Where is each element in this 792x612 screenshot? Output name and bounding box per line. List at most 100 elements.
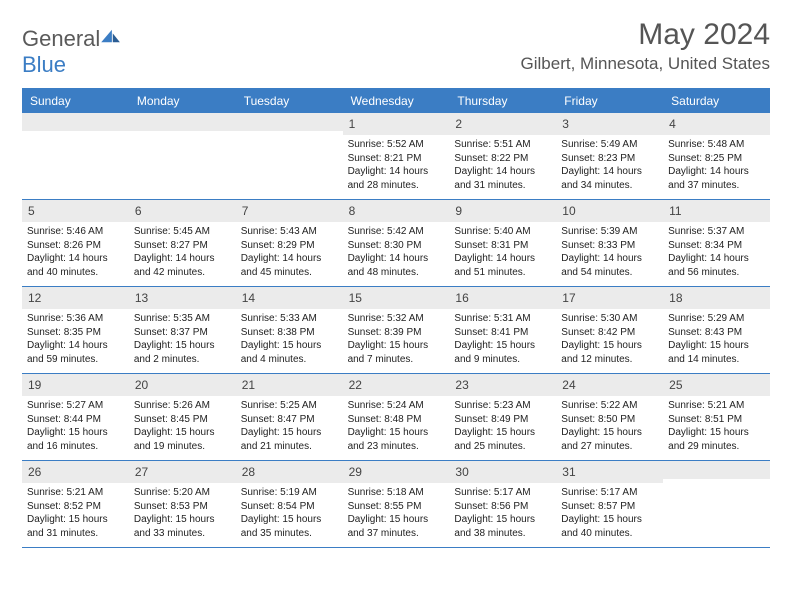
daynum-row: 6 xyxy=(129,200,236,222)
day-number: 23 xyxy=(455,378,468,392)
day-number: 21 xyxy=(242,378,255,392)
calendar-cell: 7Sunrise: 5:43 AMSunset: 8:29 PMDaylight… xyxy=(236,200,343,286)
day-number: 10 xyxy=(562,204,575,218)
day-number: 15 xyxy=(349,291,362,305)
cell-details: Sunrise: 5:30 AMSunset: 8:42 PMDaylight:… xyxy=(561,312,658,366)
daynum-row: 8 xyxy=(343,200,450,222)
daynum-row: 23 xyxy=(449,374,556,396)
calendar-cell: 5 Sunrise: 5:46 AMSunset: 8:26 PMDaylight… xyxy=(22,200,129,286)
day-number: 25 xyxy=(669,378,682,392)
daynum-row: 26 xyxy=(22,461,129,483)
daynum-row: 17 xyxy=(556,287,663,309)
day-number: 17 xyxy=(562,291,575,305)
daynum-row: 31 xyxy=(556,461,663,483)
cell-details: Sunrise: 5:33 AMSunset: 8:38 PMDaylight:… xyxy=(241,312,338,366)
week-row: 26 Sunrise: 5:21 AMSunset: 8:52 PMDayligh… xyxy=(22,461,770,548)
calendar-cell xyxy=(663,461,770,547)
daynum-row: 12 xyxy=(22,287,129,309)
day-number: 7 xyxy=(242,204,249,218)
cell-details: Sunrise: 5:49 AMSunset: 8:23 PMDaylight:… xyxy=(561,138,658,192)
calendar-cell: 1 Sunrise: 5:52 AMSunset: 8:21 PMDaylight… xyxy=(343,113,450,199)
day-number: 31 xyxy=(562,465,575,479)
day-number: 20 xyxy=(135,378,148,392)
day-number: 16 xyxy=(455,291,468,305)
day-header-thursday: Thursday xyxy=(449,90,556,113)
title-block: May 2024 Gilbert, Minnesota, United Stat… xyxy=(521,18,770,74)
calendar-cell: 10 Sunrise: 5:39 AMSunset: 8:33 PMDayligh… xyxy=(556,200,663,286)
cell-details: Sunrise: 5:35 AMSunset: 8:37 PMDaylight:… xyxy=(134,312,231,366)
calendar-cell: 27Sunrise: 5:20 AMSunset: 8:53 PMDayligh… xyxy=(129,461,236,547)
calendar-cell: 24Sunrise: 5:22 AMSunset: 8:50 PMDayligh… xyxy=(556,374,663,460)
calendar-cell: 26 Sunrise: 5:21 AMSunset: 8:52 PMDayligh… xyxy=(22,461,129,547)
calendar-cell: 18 Sunrise: 5:29 AMSunset: 8:43 PMDayligh… xyxy=(663,287,770,373)
week-row: 19Sunrise: 5:27 AMSunset: 8:44 PMDayligh… xyxy=(22,374,770,461)
calendar-cell: 21Sunrise: 5:25 AMSunset: 8:47 PMDayligh… xyxy=(236,374,343,460)
month-title: May 2024 xyxy=(521,18,770,52)
day-number: 22 xyxy=(349,378,362,392)
daynum-row: 5 xyxy=(22,200,129,222)
calendar-cell: 30 Sunrise: 5:17 AMSunset: 8:56 PMDayligh… xyxy=(449,461,556,547)
day-number: 11 xyxy=(669,204,681,218)
daynum-row: 1 xyxy=(343,113,450,135)
calendar-cell: 22 Sunrise: 5:24 AMSunset: 8:48 PMDayligh… xyxy=(343,374,450,460)
calendar-cell: 28Sunrise: 5:19 AMSunset: 8:54 PMDayligh… xyxy=(236,461,343,547)
day-number: 30 xyxy=(455,465,468,479)
day-number: 19 xyxy=(28,378,41,392)
calendar-cell: 25Sunrise: 5:21 AMSunset: 8:51 PMDayligh… xyxy=(663,374,770,460)
day-number: 18 xyxy=(669,291,682,305)
cell-details: Sunrise: 5:18 AMSunset: 8:55 PMDaylight:… xyxy=(348,486,445,540)
calendar-cell: 16Sunrise: 5:31 AMSunset: 8:41 PMDayligh… xyxy=(449,287,556,373)
logo-text: General Blue xyxy=(22,26,122,78)
header: General Blue May 2024 Gilbert, Minnesota… xyxy=(22,18,770,78)
day-header-friday: Friday xyxy=(556,90,663,113)
calendar-cell: 3 Sunrise: 5:49 AMSunset: 8:23 PMDaylight… xyxy=(556,113,663,199)
daynum-row: 18 xyxy=(663,287,770,309)
day-number: 24 xyxy=(562,378,575,392)
calendar-cell: 14 Sunrise: 5:33 AMSunset: 8:38 PMDayligh… xyxy=(236,287,343,373)
cell-details: Sunrise: 5:21 AMSunset: 8:52 PMDaylight:… xyxy=(27,486,124,540)
day-number: 12 xyxy=(28,291,41,305)
daynum-row: 3 xyxy=(556,113,663,135)
calendar-cell: 19Sunrise: 5:27 AMSunset: 8:44 PMDayligh… xyxy=(22,374,129,460)
day-number: 14 xyxy=(242,291,255,305)
day-number: 6 xyxy=(135,204,142,218)
day-number: 4 xyxy=(669,117,676,131)
calendar-cell xyxy=(236,113,343,199)
cell-details: Sunrise: 5:20 AMSunset: 8:53 PMDaylight:… xyxy=(134,486,231,540)
daynum-row: 29 xyxy=(343,461,450,483)
day-number: 8 xyxy=(349,204,356,218)
day-number: 26 xyxy=(28,465,41,479)
cell-details: Sunrise: 5:45 AMSunset: 8:27 PMDaylight:… xyxy=(134,225,231,279)
calendar-cell: 2Sunrise: 5:51 AMSunset: 8:22 PMDaylight… xyxy=(449,113,556,199)
calendar-cell: 31 Sunrise: 5:17 AMSunset: 8:57 PMDayligh… xyxy=(556,461,663,547)
daynum-row: 4 xyxy=(663,113,770,135)
cell-details: Sunrise: 5:19 AMSunset: 8:54 PMDaylight:… xyxy=(241,486,338,540)
cell-details: Sunrise: 5:24 AMSunset: 8:48 PMDaylight:… xyxy=(348,399,445,453)
calendar-cell: 12 Sunrise: 5:36 AMSunset: 8:35 PMDayligh… xyxy=(22,287,129,373)
day-number: 9 xyxy=(455,204,462,218)
cell-details: Sunrise: 5:40 AMSunset: 8:31 PMDaylight:… xyxy=(454,225,551,279)
daynum-row: 14 xyxy=(236,287,343,309)
calendar: SundayMondayTuesdayWednesdayThursdayFrid… xyxy=(22,88,770,548)
cell-details: Sunrise: 5:46 AMSunset: 8:26 PMDaylight:… xyxy=(27,225,124,279)
daynum-row: 21 xyxy=(236,374,343,396)
cell-details: Sunrise: 5:52 AMSunset: 8:21 PMDaylight:… xyxy=(348,138,445,192)
cell-details: Sunrise: 5:29 AMSunset: 8:43 PMDaylight:… xyxy=(668,312,765,366)
calendar-cell: 13Sunrise: 5:35 AMSunset: 8:37 PMDayligh… xyxy=(129,287,236,373)
cell-details: Sunrise: 5:36 AMSunset: 8:35 PMDaylight:… xyxy=(27,312,124,366)
calendar-cell: 20 Sunrise: 5:26 AMSunset: 8:45 PMDayligh… xyxy=(129,374,236,460)
sail-icon xyxy=(100,28,122,44)
cell-details: Sunrise: 5:26 AMSunset: 8:45 PMDaylight:… xyxy=(134,399,231,453)
daynum-row: 16 xyxy=(449,287,556,309)
calendar-cell xyxy=(22,113,129,199)
cell-details: Sunrise: 5:17 AMSunset: 8:57 PMDaylight:… xyxy=(561,486,658,540)
daynum-row: 24 xyxy=(556,374,663,396)
day-header-row: SundayMondayTuesdayWednesdayThursdayFrid… xyxy=(22,90,770,113)
cell-details: Sunrise: 5:17 AMSunset: 8:56 PMDaylight:… xyxy=(454,486,551,540)
cell-details: Sunrise: 5:39 AMSunset: 8:33 PMDaylight:… xyxy=(561,225,658,279)
day-header-monday: Monday xyxy=(129,90,236,113)
daynum-row xyxy=(22,113,129,131)
day-number: 29 xyxy=(349,465,362,479)
daynum-row: 2 xyxy=(449,113,556,135)
daynum-row xyxy=(129,113,236,131)
